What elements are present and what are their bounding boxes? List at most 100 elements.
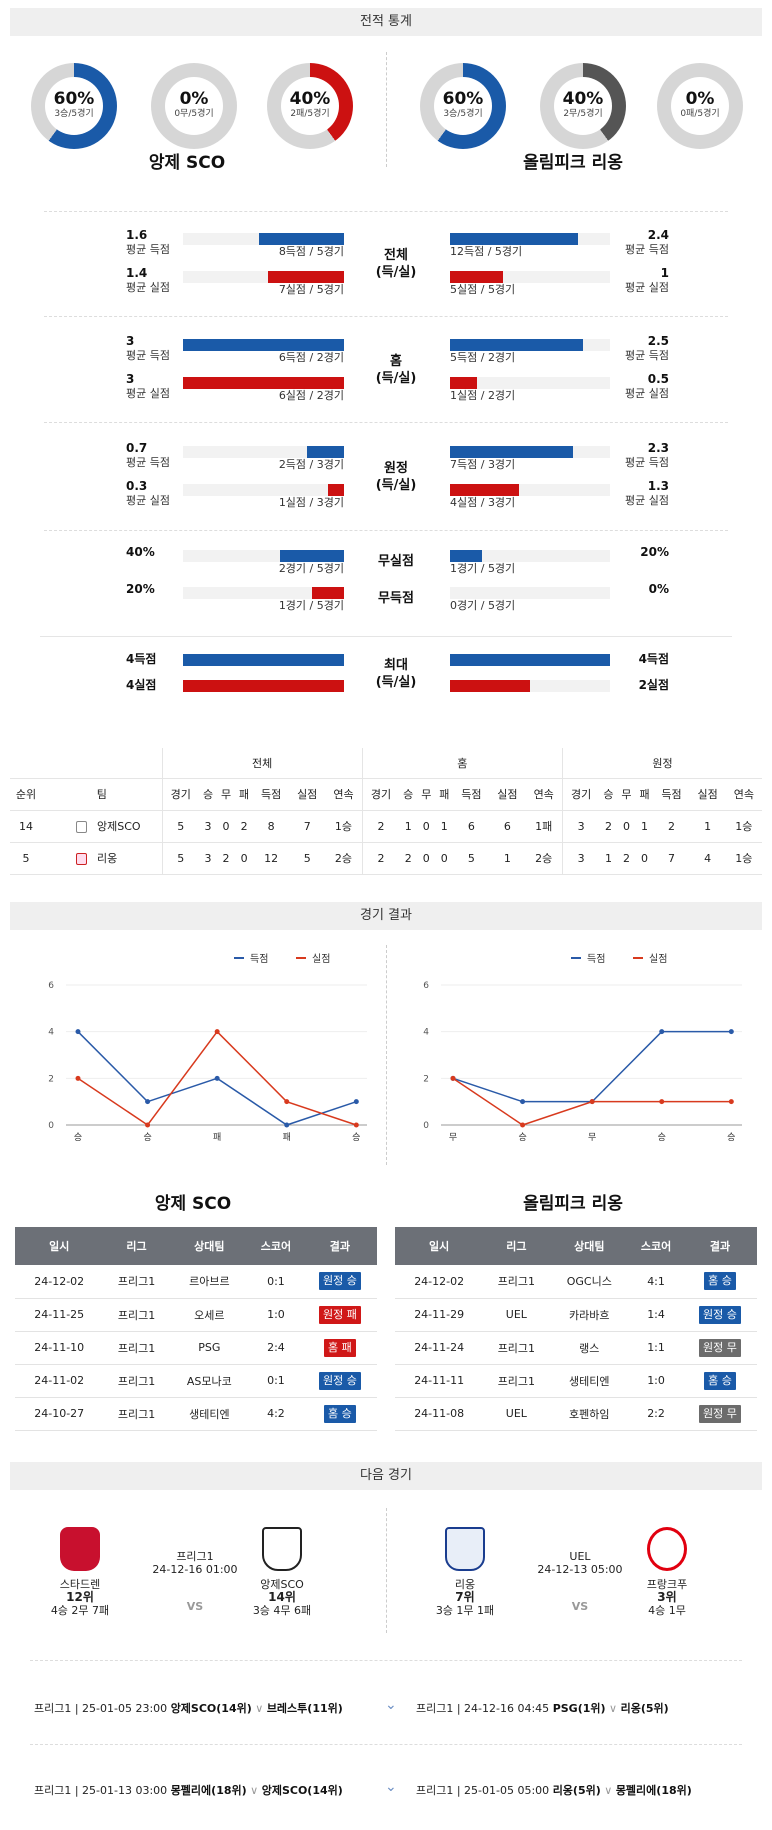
y-tick-label: 0 xyxy=(423,1121,429,1131)
stat-caption: 6실점 / 2경기 xyxy=(278,389,344,402)
standings-column-header: 경기 xyxy=(561,778,600,811)
result-cell: 0:1 xyxy=(267,1274,285,1288)
stat-caption: 7득점 / 3경기 xyxy=(450,458,516,471)
stat-bar-track xyxy=(450,233,610,245)
data-point xyxy=(589,1099,595,1105)
stat-value: 0.7 xyxy=(126,441,148,455)
away-team-name: 올림피크 리옹 xyxy=(523,1194,623,1214)
stat-label: 평균 실점 xyxy=(126,387,170,400)
vs-label: VS xyxy=(186,1600,204,1613)
divider xyxy=(30,1744,742,1745)
standings-column-header: 승 xyxy=(399,778,418,811)
divider xyxy=(40,636,732,637)
result-cell: 호펜하임 xyxy=(569,1407,610,1421)
stat-caption: 12득점 / 5경기 xyxy=(450,245,523,258)
stat-bar-track xyxy=(450,339,610,351)
stat-bar xyxy=(183,339,344,351)
result-badge: 홈 승 xyxy=(704,1272,736,1291)
data-point xyxy=(353,1099,359,1105)
vs-label: VS xyxy=(571,1600,589,1613)
vs-small-icon: ∨ xyxy=(600,1784,616,1797)
stat-bar-track xyxy=(450,484,610,496)
result-cell: 1:4 xyxy=(647,1308,665,1321)
schedule-team: 몽펠리에(18위) xyxy=(615,1784,692,1797)
stat-value: 0.5 xyxy=(647,372,669,386)
result-cell: 24-11-11 xyxy=(414,1374,465,1387)
standings-column-header: 득점 xyxy=(453,778,490,811)
divider xyxy=(30,1660,742,1661)
stat-caption: 5득점 / 2경기 xyxy=(450,351,516,364)
y-tick-label: 6 xyxy=(48,981,54,991)
result-cell: 1:0 xyxy=(267,1308,285,1321)
divider xyxy=(44,211,728,212)
results-column-header: 일시 xyxy=(15,1227,104,1265)
standings-column-header: 실점 xyxy=(689,778,726,811)
result-cell: 1:0 xyxy=(647,1374,665,1387)
next-team-name: 리옹 xyxy=(454,1578,476,1591)
legend-label: 득점 xyxy=(587,953,605,965)
home-team-name: 앙제 SCO xyxy=(154,1194,232,1214)
data-point xyxy=(145,1122,151,1128)
data-point xyxy=(728,1029,734,1035)
stat-bar xyxy=(183,377,344,389)
stat-bar-track xyxy=(183,446,344,458)
result-cell: 프리그1 xyxy=(117,1341,156,1355)
next-match-info: 프리그1 24-12-16 01:00 xyxy=(140,1550,250,1576)
result-cell: UEL xyxy=(505,1407,527,1420)
standings-cell: 1 xyxy=(399,810,418,843)
stat-bar xyxy=(450,550,482,562)
donut-label: 3승/5경기 xyxy=(54,109,94,119)
result-cell: 프리그1 xyxy=(497,1374,536,1388)
standings-cell: 3 xyxy=(198,810,218,843)
donut-percent: 40% xyxy=(289,89,331,109)
result-cell: 24-12-02 xyxy=(414,1274,465,1288)
stat-bar xyxy=(306,446,344,458)
stat-group-sub: (득/실) xyxy=(375,371,417,386)
standings-column-header: 실점 xyxy=(489,778,526,811)
standings-column-header: 패 xyxy=(235,778,254,811)
result-cell: AS모나코 xyxy=(186,1374,232,1388)
win-rate-donut: 0% 0무/5경기 xyxy=(151,63,237,149)
next-team-name: 프랑크푸 xyxy=(646,1578,688,1591)
result-row: 24-12-02 프리그1 OGC니스 4:1 홈 승 xyxy=(395,1265,757,1299)
next-team-rank: 14위 xyxy=(268,1590,296,1604)
results-column-header: 스코어 xyxy=(629,1227,683,1265)
win-rate-donut: 60% 3승/5경기 xyxy=(31,63,117,149)
standings-cell: 5 xyxy=(161,842,199,875)
standings-cell: 0 xyxy=(235,842,254,875)
stat-caption: 1실점 / 3경기 xyxy=(278,496,344,509)
result-cell: 4:1 xyxy=(647,1274,665,1288)
stat-bar xyxy=(311,587,344,599)
standings-column-header: 패 xyxy=(435,778,454,811)
next-team-record: 4승 1무 xyxy=(648,1604,686,1617)
schedule-team: 리옹(5위) xyxy=(620,1702,669,1715)
stat-bar xyxy=(450,271,503,283)
standings-cell: 1 xyxy=(435,810,454,843)
standings-cell: 5 xyxy=(10,842,42,875)
stat-group-sub: (득/실) xyxy=(375,478,417,493)
standings-cell: 14 xyxy=(10,810,42,843)
standings-cell: 2 xyxy=(617,842,636,875)
stat-label: 평균 실점 xyxy=(625,387,669,400)
standings-table: 전체 홈 원정 순위 팀 경기 승 무 패 득점 실점 연속 경기 승 무 패 득점 실점 연속 경기 승 무 패 득점 실점 연… xyxy=(10,748,762,875)
results-column-header: 리그 xyxy=(103,1227,170,1265)
schedule-info: 프리그1 | 24-12-16 04:45 xyxy=(416,1702,550,1715)
stat-bar-track xyxy=(183,587,344,599)
standings-cell: 2승 xyxy=(525,842,563,875)
stat-bar-track xyxy=(183,680,344,692)
result-badge: 홈 승 xyxy=(704,1371,736,1390)
stat-value: 2실점 xyxy=(638,678,669,692)
schedule-team: 리옹(5위) xyxy=(552,1784,601,1797)
stat-bar-track xyxy=(183,377,344,389)
stat-value: 4실점 xyxy=(126,678,157,692)
result-cell: 0:1 xyxy=(267,1374,285,1387)
data-point xyxy=(520,1122,526,1128)
donut-percent: 0% xyxy=(685,89,715,109)
data-point xyxy=(214,1075,220,1081)
stat-group-title: 원정 xyxy=(384,461,408,476)
next-team: 스타드렌 12위 4승 2무 7패 xyxy=(38,1578,122,1617)
result-cell: PSG xyxy=(198,1341,221,1354)
standings-cell: 2 xyxy=(235,810,254,843)
standings-cell: 2 xyxy=(399,842,418,875)
vs-small-icon: ∨ xyxy=(605,1702,621,1715)
